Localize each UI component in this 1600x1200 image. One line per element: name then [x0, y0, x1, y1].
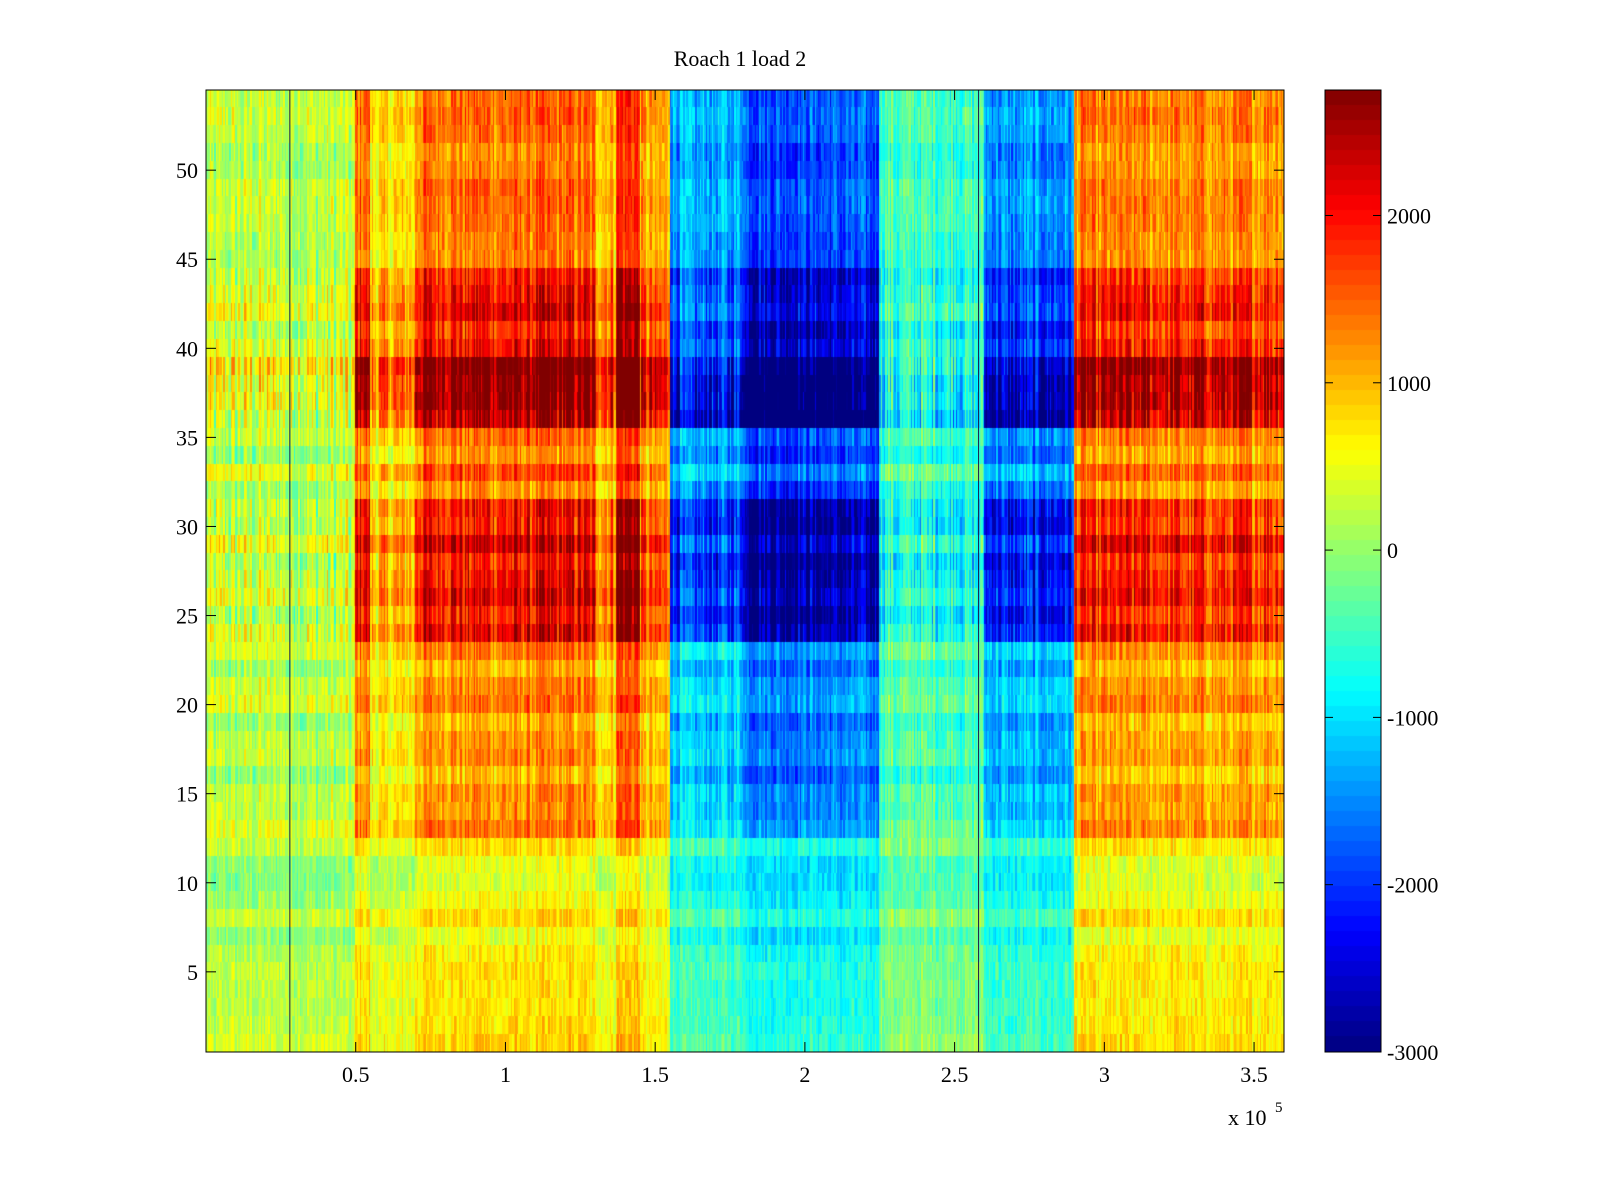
x-multiplier-exponent: 5 — [1275, 1100, 1283, 1116]
x-tick-label-1: 1 — [500, 1062, 511, 1087]
colorbar-tick-label-1: 1000 — [1387, 371, 1431, 396]
colorbar-frame — [1324, 89, 1382, 1053]
x-tick-label-6: 3.5 — [1240, 1062, 1268, 1087]
y-tick-label-6: 35 — [176, 425, 198, 450]
x-tick-label-2: 1.5 — [641, 1062, 669, 1087]
y-tick-label-5: 30 — [176, 514, 198, 539]
colorbar-tick-label-3: -1000 — [1387, 705, 1438, 730]
x-tick-label-4: 2.5 — [941, 1062, 969, 1087]
x-multiplier-label: x 10 — [1228, 1105, 1267, 1130]
colorbar-container — [1325, 90, 1381, 1052]
y-tick-label-9: 50 — [176, 158, 198, 183]
colorbar-tick-label-2: 0 — [1387, 538, 1398, 563]
heatmap-image-container — [206, 90, 1284, 1052]
y-tick-label-7: 40 — [176, 336, 198, 361]
heatmap-image — [206, 90, 1284, 1052]
y-tick-label-3: 20 — [176, 693, 198, 718]
colorbar-tick-label-0: 2000 — [1387, 203, 1431, 228]
x-tick-label-0: 0.5 — [342, 1062, 370, 1087]
colorbar-tick-label-4: -2000 — [1387, 873, 1438, 898]
y-axis: 5 10 15 20 25 30 35 40 45 50 — [176, 158, 1284, 985]
x-tick-label-5: 3 — [1099, 1062, 1110, 1087]
y-tick-label-0: 5 — [187, 960, 198, 985]
chart-title: Roach 1 load 2 — [674, 46, 807, 71]
colorbar-tick-label-5: -3000 — [1387, 1040, 1438, 1065]
y-tick-label-4: 25 — [176, 604, 198, 629]
plot-frame — [205, 89, 1285, 1053]
y-tick-label-8: 45 — [176, 247, 198, 272]
x-axis: 0.5 1 1.5 2 2.5 3 3.5 — [342, 90, 1268, 1087]
colorbar-axis: 2000 1000 0 -1000 -2000 -3000 — [1325, 203, 1438, 1065]
y-tick-label-1: 10 — [176, 871, 198, 896]
colorbar-gradient — [1325, 90, 1381, 1052]
scan-lines — [289, 90, 980, 1052]
x-tick-label-3: 2 — [799, 1062, 810, 1087]
y-tick-label-2: 15 — [176, 782, 198, 807]
